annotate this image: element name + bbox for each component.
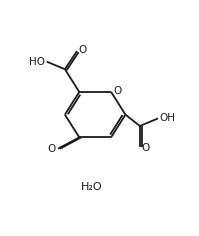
Text: O: O (48, 144, 56, 154)
Text: O: O (114, 86, 122, 96)
Text: O: O (141, 143, 150, 153)
Text: H₂O: H₂O (81, 182, 102, 192)
Text: O: O (79, 45, 87, 55)
Text: HO: HO (29, 57, 45, 67)
Text: OH: OH (160, 114, 176, 123)
